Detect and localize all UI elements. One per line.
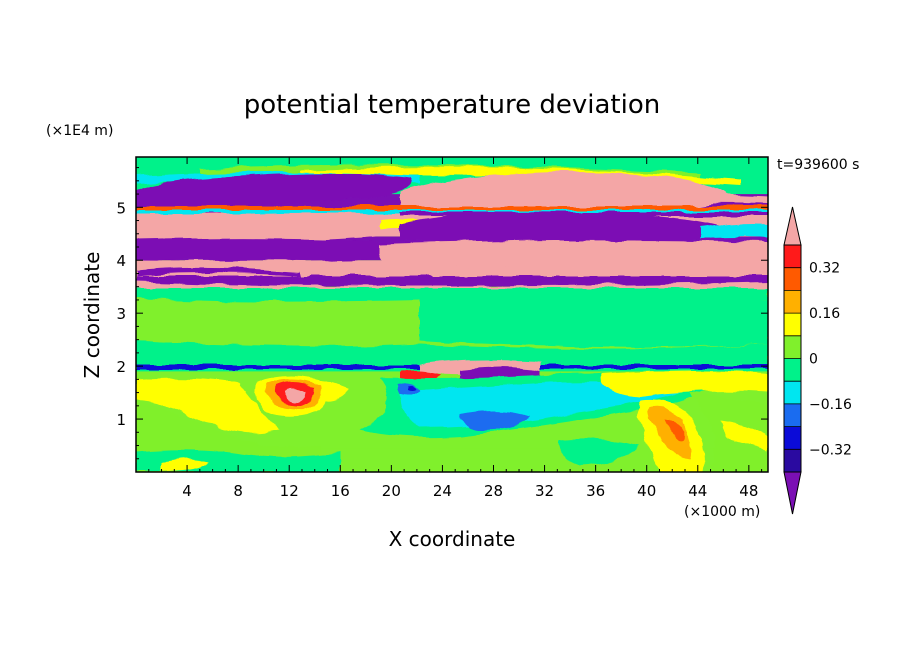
x-tick-label: 8 <box>233 482 243 500</box>
x-tick-label: 4 <box>182 482 192 500</box>
contour-region <box>664 418 685 441</box>
colorbar-swatch <box>784 403 801 427</box>
contour-region <box>700 223 768 238</box>
colorbar-tick-label: 0.16 <box>809 306 840 322</box>
contour-region <box>136 206 768 210</box>
x-tick-label: 20 <box>382 482 401 500</box>
colorbar-tick-label: 0.32 <box>809 261 840 277</box>
contour-region <box>420 293 768 348</box>
plot-area <box>136 157 768 472</box>
x-tick-label: 28 <box>484 482 503 500</box>
colorbar-tick-label: −0.32 <box>809 442 852 458</box>
contour-region <box>559 438 640 466</box>
contour-region <box>300 166 740 186</box>
y-unit-label: (×1E4 m) <box>46 123 113 139</box>
x-axis: 4 8 12 16 20 24 28 32 36 40 44 48 <box>148 157 763 500</box>
colorbar-swatch <box>784 358 801 382</box>
contour-region <box>380 240 768 264</box>
x-tick-label: 24 <box>433 482 452 500</box>
y-axis-label: Z coordinate <box>80 252 104 379</box>
colorbar-swatch <box>784 335 801 359</box>
colorbar-over-arrow <box>783 206 802 246</box>
contour-region <box>136 282 768 288</box>
y-tick-label: 2 <box>116 358 126 376</box>
x-tick-label: 32 <box>535 482 554 500</box>
y-tick-label: 1 <box>116 411 126 429</box>
x-tick-label: 16 <box>331 482 350 500</box>
colorbar-swatch <box>784 245 801 268</box>
contour-region <box>284 388 306 402</box>
contour-region <box>160 459 210 472</box>
y-tick-label: 4 <box>116 252 126 270</box>
colorbar-swatch <box>784 267 801 291</box>
colorbar-swatch <box>784 426 801 450</box>
contour-features <box>136 157 768 472</box>
colorbar-swatch <box>784 290 801 314</box>
colorbar-swatch <box>784 313 801 336</box>
x-tick-label: 12 <box>280 482 299 500</box>
y-tick-label: 5 <box>116 199 126 217</box>
y-tick-label: 3 <box>116 305 126 323</box>
contour-region <box>408 385 416 391</box>
contour-region <box>460 410 530 430</box>
x-tick-label: 44 <box>688 482 707 500</box>
plot-frame <box>135 156 769 473</box>
contour-region <box>136 288 768 302</box>
contour-region <box>648 407 691 460</box>
contour-region <box>136 378 280 434</box>
colorbar-tick-label: 0 <box>809 352 818 368</box>
contour-band <box>136 278 768 287</box>
time-label: t=939600 s <box>777 157 859 173</box>
y-axis: 1 2 3 4 5 <box>116 167 768 460</box>
chart-title: potential temperature deviation <box>244 90 660 120</box>
x-tick-label: 40 <box>637 482 656 500</box>
contour-region <box>136 212 395 242</box>
colorbar-under-arrow <box>783 471 802 515</box>
contour-region <box>136 340 768 366</box>
x-tick-label: 48 <box>739 482 758 500</box>
contour-region <box>720 420 768 450</box>
contour-region <box>136 173 412 210</box>
x-tick-label: 36 <box>586 482 605 500</box>
colorbar-swatch <box>784 381 801 404</box>
contour-region <box>600 371 768 396</box>
contour-region <box>400 211 727 244</box>
x-unit-label: (×1000 m) <box>684 504 760 520</box>
x-axis-label: X coordinate <box>389 527 516 551</box>
contour-region <box>136 276 768 282</box>
colorbar-tick-label: −0.16 <box>809 397 852 413</box>
contour-region <box>620 194 768 206</box>
colorbar: −0.32 −0.16 0 0.16 0.32 <box>783 206 852 515</box>
contour-region <box>136 267 300 276</box>
colorbar-swatch <box>784 449 801 472</box>
